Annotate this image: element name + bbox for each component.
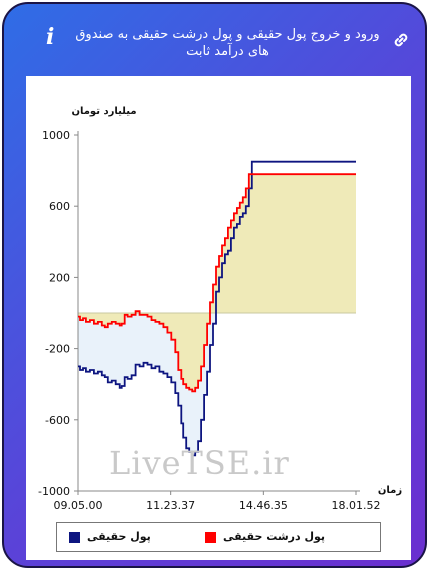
x-tick-label-1: 11.23.37 bbox=[146, 499, 195, 512]
chart-card: i ورود و خروج پول حقیقی و پول درشت حقیقی… bbox=[2, 2, 427, 568]
x-tick-label-3: 18.01.52 bbox=[332, 499, 381, 512]
area-negative-large-real-money bbox=[78, 313, 356, 392]
watermark: LiveTSE.ir bbox=[109, 444, 290, 482]
x-axis-label: زمان bbox=[378, 485, 402, 496]
legend-swatch-large-real-money bbox=[205, 532, 216, 543]
y-tick-label-3: -200 bbox=[45, 343, 70, 356]
legend-label-real-money: پول حقیقی bbox=[87, 530, 151, 543]
y-tick-label-1: 600 bbox=[49, 200, 70, 213]
x-tick-label-2: 14.46.35 bbox=[239, 499, 288, 512]
chart-svg: میلیارد تومان زمان 1000 600 200 -200 -600 -10… bbox=[38, 106, 402, 512]
area-positive bbox=[78, 174, 356, 313]
legend-swatch-real-money bbox=[69, 532, 80, 543]
link-icon[interactable] bbox=[391, 30, 411, 50]
y-tick-label-4: -600 bbox=[45, 414, 70, 427]
y-axis-label: میلیارد تومان bbox=[71, 106, 136, 117]
area-negative-real-money bbox=[78, 313, 356, 456]
legend: پول حقیقی پول درشت حقیقی bbox=[56, 522, 381, 552]
series-line-1 bbox=[78, 173, 356, 393]
card-header: i ورود و خروج پول حقیقی و پول درشت حقیقی… bbox=[4, 4, 425, 78]
series-line-0 bbox=[78, 160, 356, 457]
y-tick-label-0: 1000 bbox=[42, 129, 70, 142]
legend-label-large-real-money: پول درشت حقیقی bbox=[223, 530, 326, 543]
info-icon[interactable]: i bbox=[46, 24, 55, 50]
x-tick-label-0: 09.05.00 bbox=[54, 499, 103, 512]
chart-title: ورود و خروج پول حقیقی و پول درشت حقیقی ب… bbox=[75, 27, 380, 59]
y-tick-label-2: 200 bbox=[49, 271, 70, 284]
y-tick-label-5: -1000 bbox=[38, 485, 70, 498]
